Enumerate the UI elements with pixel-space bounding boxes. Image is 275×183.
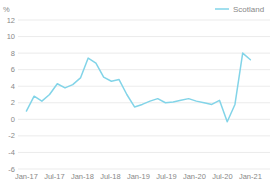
y-tick-label: 12 [7,16,15,25]
x-tick-label: Jul-18 [100,172,120,181]
y-tick-label: -2 [8,131,15,140]
x-tick-label: Jan-21 [239,172,262,181]
x-tick-label: Jan-17 [15,172,38,181]
x-tick-label: Jan-18 [71,172,94,181]
x-tick-label: Jan-20 [183,172,206,181]
y-tick-label: 6 [11,65,15,74]
y-tick-label: 2 [11,98,15,107]
y-tick-label: 0 [11,115,15,124]
grid-line [18,135,270,136]
legend-label: Scotland [233,5,264,14]
grid-line [18,36,270,37]
x-tick-label: Jul-19 [156,172,176,181]
grid-line [18,152,270,153]
series-line [26,53,250,122]
plot-area [26,53,250,122]
y-tick-label: 8 [11,49,15,58]
grid-line [18,169,270,170]
x-tick-label: Jul-20 [212,172,232,181]
grid-line [18,53,270,54]
grid-line [18,119,270,120]
y-tick-label: -4 [8,148,15,157]
chart: -6-4-2024681012Jan-17Jul-17Jan-18Jul-18J… [0,0,275,183]
y-tick-label: 4 [11,82,15,91]
x-tick-label: Jul-17 [44,172,64,181]
legend: Scotland [215,5,264,14]
grid [18,20,270,169]
x-tick-label: Jan-19 [127,172,150,181]
legend-swatch [215,8,229,10]
grid-line [18,69,270,70]
grid-line [18,20,270,21]
y-tick-label: 10 [7,32,15,41]
y-axis-label: % [3,5,10,14]
